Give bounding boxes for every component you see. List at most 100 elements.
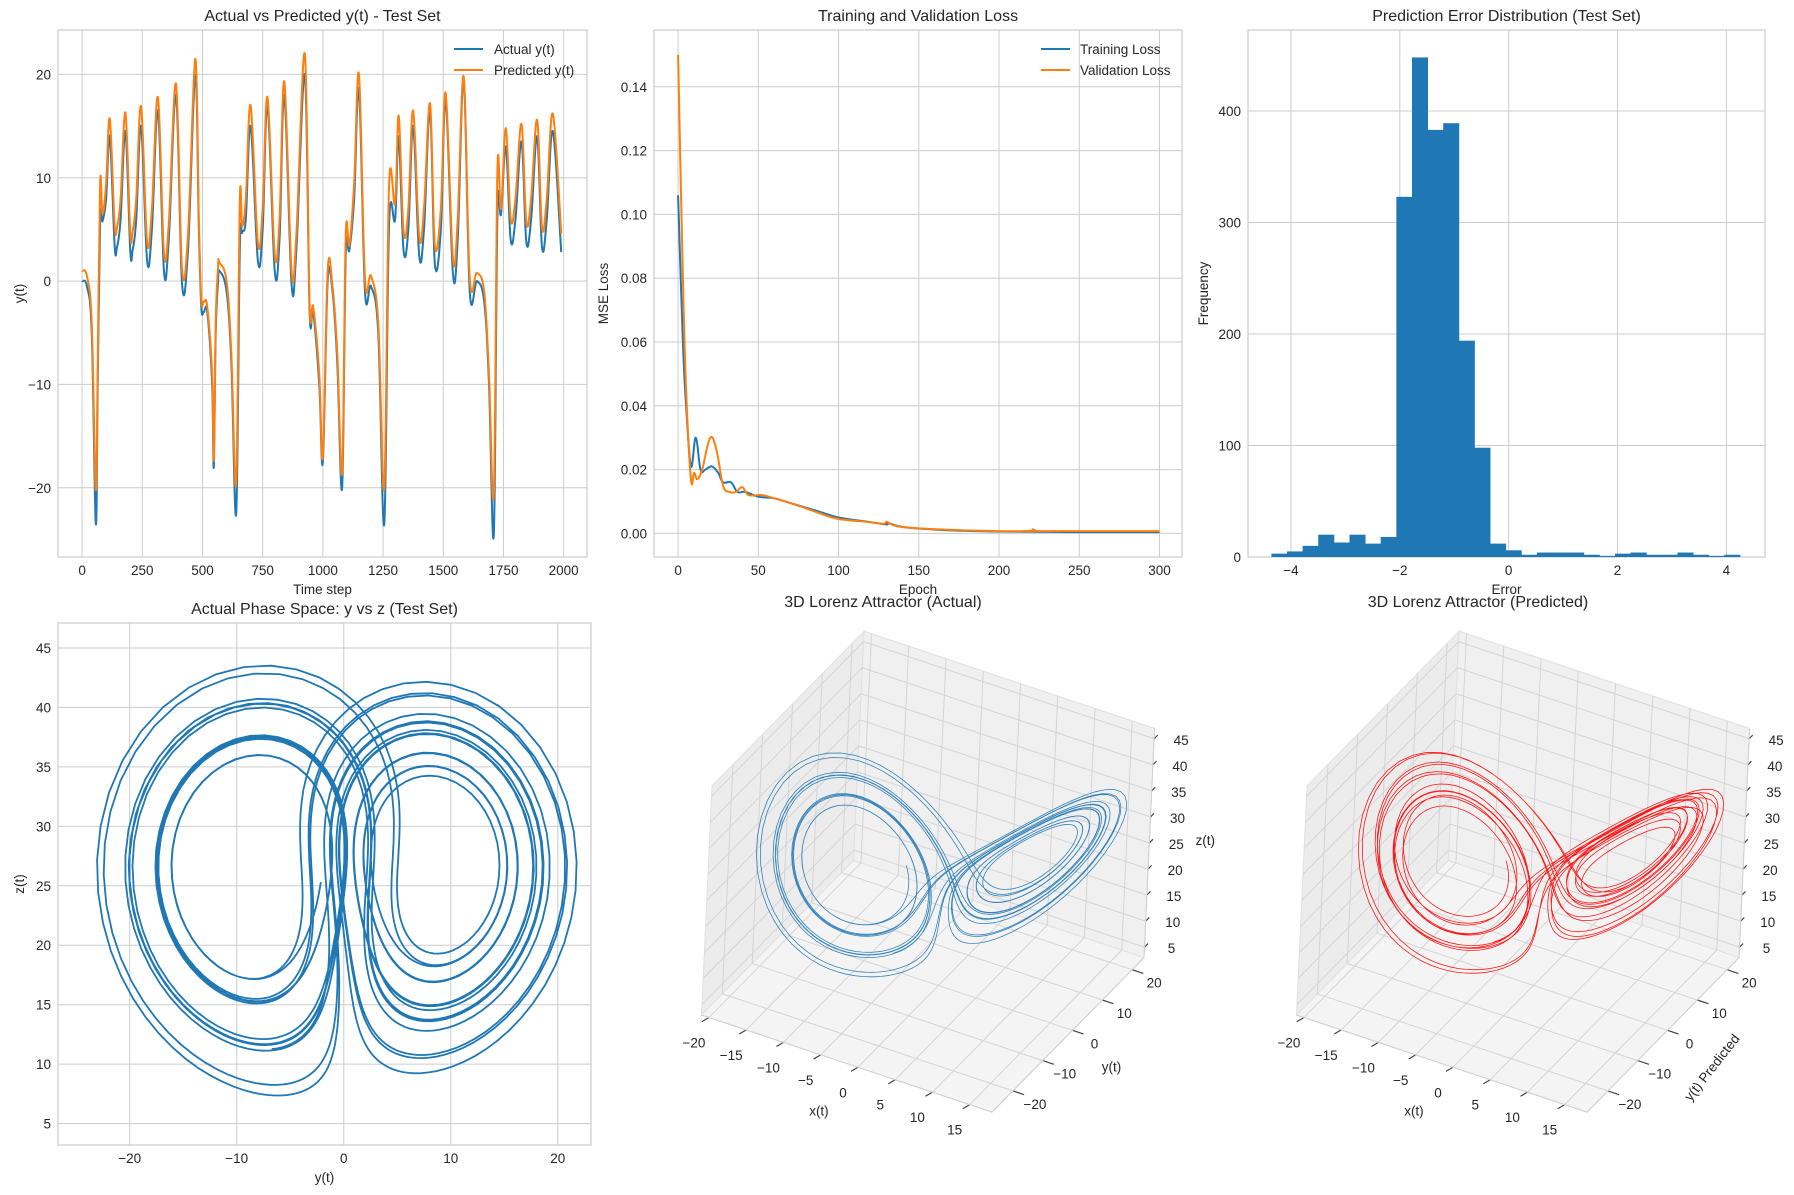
x-tick-label: 250 — [1068, 563, 1091, 578]
x-gridline — [1564, 949, 1718, 1105]
z-gridline — [701, 849, 855, 1005]
x-gridline — [1415, 899, 1569, 1056]
z-tick-mark — [1745, 812, 1750, 818]
z-gridline — [1302, 719, 1456, 875]
x-gridline — [820, 899, 974, 1056]
z-tick-mark — [1748, 734, 1754, 740]
y-tick-label: 0.08 — [621, 271, 647, 286]
y-gridline — [1436, 872, 1728, 971]
histogram-bar — [1474, 447, 1491, 557]
y-gridline — [841, 872, 1133, 971]
x-tick-mark — [1482, 1079, 1491, 1085]
chart-title: Actual Phase Space: y vs z (Test Set) — [191, 601, 458, 618]
x-gridline — [708, 862, 862, 1018]
z-gridline — [859, 719, 1151, 818]
z-gridline — [1456, 693, 1747, 792]
y-axis-label: y(t) — [12, 284, 27, 304]
x-axis-line — [1296, 1014, 1588, 1113]
z-gridline — [858, 745, 1150, 844]
x-tick-label: 2000 — [549, 563, 579, 578]
histogram-bar — [1615, 553, 1632, 557]
y-tick-mark — [1697, 999, 1709, 1005]
legend-label: Predicted y(t) — [494, 63, 574, 78]
chart-panel-6: −20 −15 −10 −5 0 5 10 15 −20 −10 0 10 20 5 10 15 20 25 30 3… — [1277, 594, 1783, 1138]
x-tick-label: −15 — [720, 1048, 743, 1063]
x-tick-label: 0 — [340, 1151, 348, 1166]
x-tick-mark — [1445, 1066, 1454, 1072]
z-gridline — [1300, 771, 1453, 927]
y-tick-label: 0.06 — [621, 335, 647, 350]
x-tick-label: 200 — [988, 563, 1011, 578]
x-tick-label: 10 — [1505, 1110, 1520, 1125]
histogram-bar — [1427, 129, 1444, 557]
z-tick-label: 30 — [1765, 811, 1780, 826]
y-tick-mark — [1637, 1060, 1650, 1065]
y-tick-label: 0 — [1091, 1036, 1099, 1051]
y-axis-label: y(t) — [1102, 1059, 1122, 1074]
z-gridline — [855, 823, 1146, 922]
y-gridline — [1317, 993, 1609, 1092]
histogram-bar — [1380, 536, 1397, 557]
y-tick-mark — [1726, 969, 1739, 975]
histogram-bar — [1708, 555, 1725, 557]
z-tick-label: 40 — [1767, 759, 1782, 774]
y-tick-label: 10 — [36, 1057, 51, 1072]
z-tick-mark — [1153, 734, 1159, 740]
y-tick-label: 0.00 — [621, 526, 647, 541]
z-gridline — [1301, 745, 1455, 901]
y-tick-label: 400 — [1218, 104, 1241, 119]
chart-title: 3D Lorenz Attractor (Predicted) — [1368, 594, 1589, 611]
z-gridline — [1453, 745, 1745, 844]
y-tick-label: 25 — [36, 879, 51, 894]
z-gridline — [1458, 641, 1750, 740]
y-axis-label: Frequency — [1196, 261, 1211, 325]
y-tick-label: 100 — [1218, 438, 1241, 453]
y-gridline — [1406, 902, 1698, 1001]
z-tick-label: 30 — [1170, 811, 1185, 826]
x-tick-mark — [850, 1066, 859, 1072]
y-gridline — [752, 963, 1043, 1062]
z-tick-mark — [1146, 891, 1151, 896]
trajectory-line — [1357, 751, 1725, 974]
histogram-bar — [1599, 555, 1616, 557]
z-gridline — [853, 849, 1145, 948]
chart-panel-5: −20 −15 −10 −5 0 5 10 15 −20 −10 0 10 20 5 10 15 20 25 30 3… — [682, 594, 1215, 1138]
x-tick-label: 1750 — [488, 563, 518, 578]
x-tick-label: 250 — [131, 563, 154, 578]
z-gridline — [1296, 849, 1450, 1005]
x-tick-mark — [813, 1054, 822, 1060]
x-tick-label: 1000 — [308, 563, 338, 578]
x-tick-mark — [1520, 1091, 1528, 1097]
z-tick-label: 5 — [1168, 941, 1176, 956]
x-gridline — [1489, 924, 1643, 1081]
histogram-bar — [1490, 543, 1507, 557]
z-gridline — [1299, 797, 1452, 953]
chart-title: Actual vs Predicted y(t) - Test Set — [204, 8, 441, 25]
x-axis-label: x(t) — [809, 1103, 829, 1118]
z-tick-label: 10 — [1760, 915, 1775, 930]
y-tick-label: 15 — [36, 998, 51, 1013]
z-gridline — [704, 797, 857, 953]
histogram-bar — [1505, 550, 1522, 557]
y-tick-label: −20 — [1618, 1097, 1641, 1112]
y-tick-label: 0 — [43, 274, 51, 289]
x-gridline — [1378, 887, 1531, 1043]
histogram-bar — [1661, 554, 1678, 557]
x-tick-mark — [1333, 1029, 1342, 1035]
y-axis-line — [1586, 957, 1740, 1113]
y-tick-label: 0.12 — [621, 144, 647, 159]
y-tick-mark — [1667, 1029, 1679, 1035]
y-tick-label: 0 — [1686, 1036, 1694, 1051]
y-tick-label: −20 — [1023, 1097, 1046, 1112]
z-tick-mark — [1152, 760, 1157, 766]
histogram-bar — [1677, 552, 1694, 557]
histogram-bar — [1630, 552, 1647, 557]
x-tick-label: 150 — [908, 563, 931, 578]
x-tick-mark — [738, 1029, 747, 1035]
histogram-bar — [1302, 545, 1319, 557]
y-axis-line — [991, 957, 1145, 1113]
chart-panel-3: −4 −2 0 2 4 0 100 200 300 400 Prediction Error Dis… — [1196, 8, 1766, 597]
y-tick-label: 0.14 — [621, 80, 648, 95]
x-gridline — [894, 924, 1048, 1081]
z-tick-label: 20 — [1763, 863, 1778, 878]
